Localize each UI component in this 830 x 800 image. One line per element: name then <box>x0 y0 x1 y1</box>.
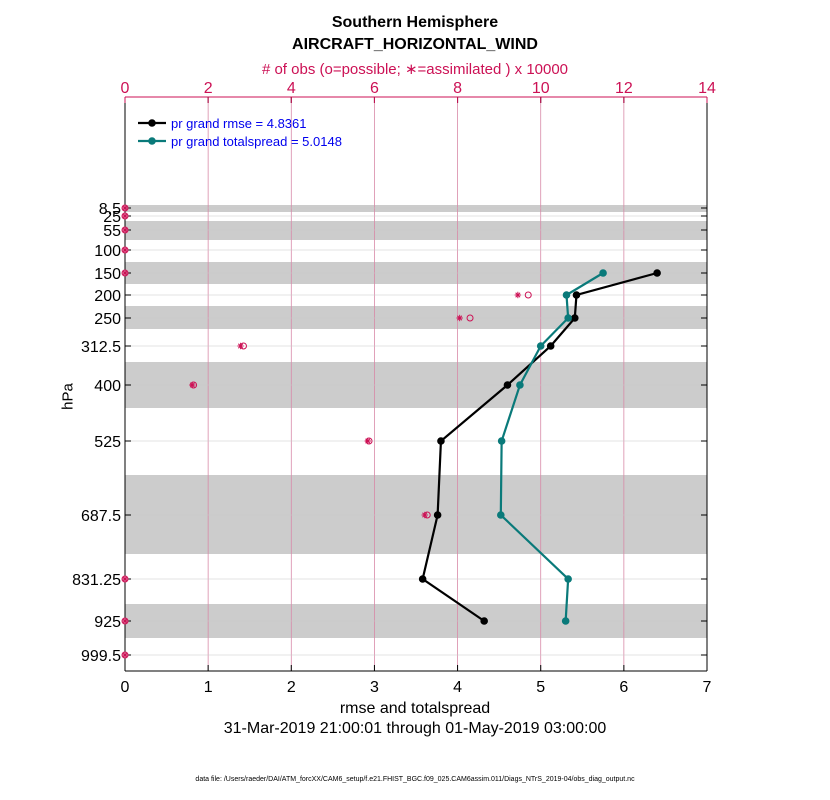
obs-assimilated-marker <box>237 342 244 350</box>
y-tick-label: 55 <box>103 223 121 240</box>
obs-assimilated-marker <box>121 269 129 277</box>
obs-assimilated-marker <box>121 617 129 625</box>
spread-point <box>497 437 506 445</box>
obs-assimilated-marker <box>121 204 129 212</box>
y-tick-label: 925 <box>94 614 121 631</box>
top-x-tick-label: 12 <box>615 80 633 97</box>
rmse-point <box>571 314 579 322</box>
x-tick-label: 5 <box>536 679 545 696</box>
top-x-tick-label: 0 <box>121 80 130 97</box>
chart-title: Southern Hemisphere <box>331 14 499 31</box>
obs-assimilated-marker <box>364 437 371 445</box>
obs-assimilated-marker <box>514 291 522 299</box>
y-tick-label: 831.25 <box>72 572 121 589</box>
spread-point <box>497 511 505 519</box>
y-tick-label: 400 <box>94 378 121 395</box>
y-tick-label: 8.5 <box>99 201 121 218</box>
obs-assimilated-marker <box>121 226 129 234</box>
shaded-band <box>125 221 707 240</box>
rmse-point <box>546 342 555 350</box>
shaded-band <box>125 205 707 212</box>
top-x-tick-label: 8 <box>453 80 462 97</box>
obs-assimilated-marker <box>121 651 129 659</box>
legend-label: pr grand rmse = 4.8361 <box>171 116 307 131</box>
spread-point <box>562 291 571 299</box>
y-tick-label: 525 <box>94 434 121 451</box>
chart-subtitle: AIRCRAFT_HORIZONTAL_WIND <box>292 36 538 53</box>
y-tick-label: 150 <box>94 266 121 283</box>
x-tick-label: 1 <box>204 679 213 696</box>
top-axis-label: # of obs (o=possible; ∗=assimilated ) x … <box>261 61 569 78</box>
legend-marker <box>148 119 156 127</box>
spread-point <box>564 575 572 583</box>
rmse-point <box>418 575 427 583</box>
legend-marker <box>148 137 156 145</box>
y-tick-label: 100 <box>94 243 121 260</box>
obs-assimilated-marker <box>421 511 428 519</box>
shaded-band <box>125 306 707 329</box>
data-file-footnote: data file: /Users/raeder/DAI/ATM_forcXX/… <box>195 776 635 783</box>
y-tick-label: 312.5 <box>81 339 121 356</box>
y-tick-label: 200 <box>94 288 121 305</box>
rmse-point <box>572 291 581 299</box>
x-tick-label: 7 <box>703 679 712 696</box>
top-x-tick-label: 4 <box>287 80 296 97</box>
top-x-tick-label: 14 <box>698 80 716 97</box>
y-tick-label: 250 <box>94 311 121 328</box>
top-x-tick-label: 10 <box>532 80 550 97</box>
x-axis-label: rmse and totalspread <box>339 700 491 717</box>
spread-point <box>599 269 607 277</box>
x-tick-label: 2 <box>287 679 296 696</box>
shaded-band <box>125 475 707 554</box>
x-tick-label: 3 <box>370 679 379 696</box>
y-tick-label: 25 <box>103 209 121 226</box>
x-tick-label: 4 <box>453 679 462 696</box>
rmse-point <box>503 381 512 389</box>
obs-assimilated-marker <box>121 575 129 583</box>
obs-possible-marker <box>466 314 474 322</box>
rmse-point <box>653 269 661 277</box>
rmse-point <box>480 617 488 625</box>
x-tick-label: 0 <box>121 679 130 696</box>
spread-point <box>536 342 545 350</box>
obs-possible-marker <box>524 291 532 299</box>
obs-assimilated-marker <box>121 212 129 220</box>
rmse-point <box>437 437 445 445</box>
y-tick-label: 687.5 <box>81 508 121 525</box>
spread-point <box>561 617 570 625</box>
obs-assimilated-marker <box>121 246 129 254</box>
top-x-tick-label: 2 <box>204 80 213 97</box>
legend-label: pr grand totalspread = 5.0148 <box>171 134 342 149</box>
obs-assimilated-marker <box>456 314 463 322</box>
obs-assimilated-marker <box>189 381 196 389</box>
y-tick-label: 999.5 <box>81 648 121 665</box>
spread-point <box>516 381 524 389</box>
spread-point <box>564 314 572 322</box>
x-tick-label: 6 <box>619 679 628 696</box>
date-range-label: 31-Mar-2019 21:00:01 through 01-May-2019… <box>223 720 607 737</box>
rmse-point <box>433 511 442 519</box>
top-x-tick-label: 6 <box>370 80 379 97</box>
